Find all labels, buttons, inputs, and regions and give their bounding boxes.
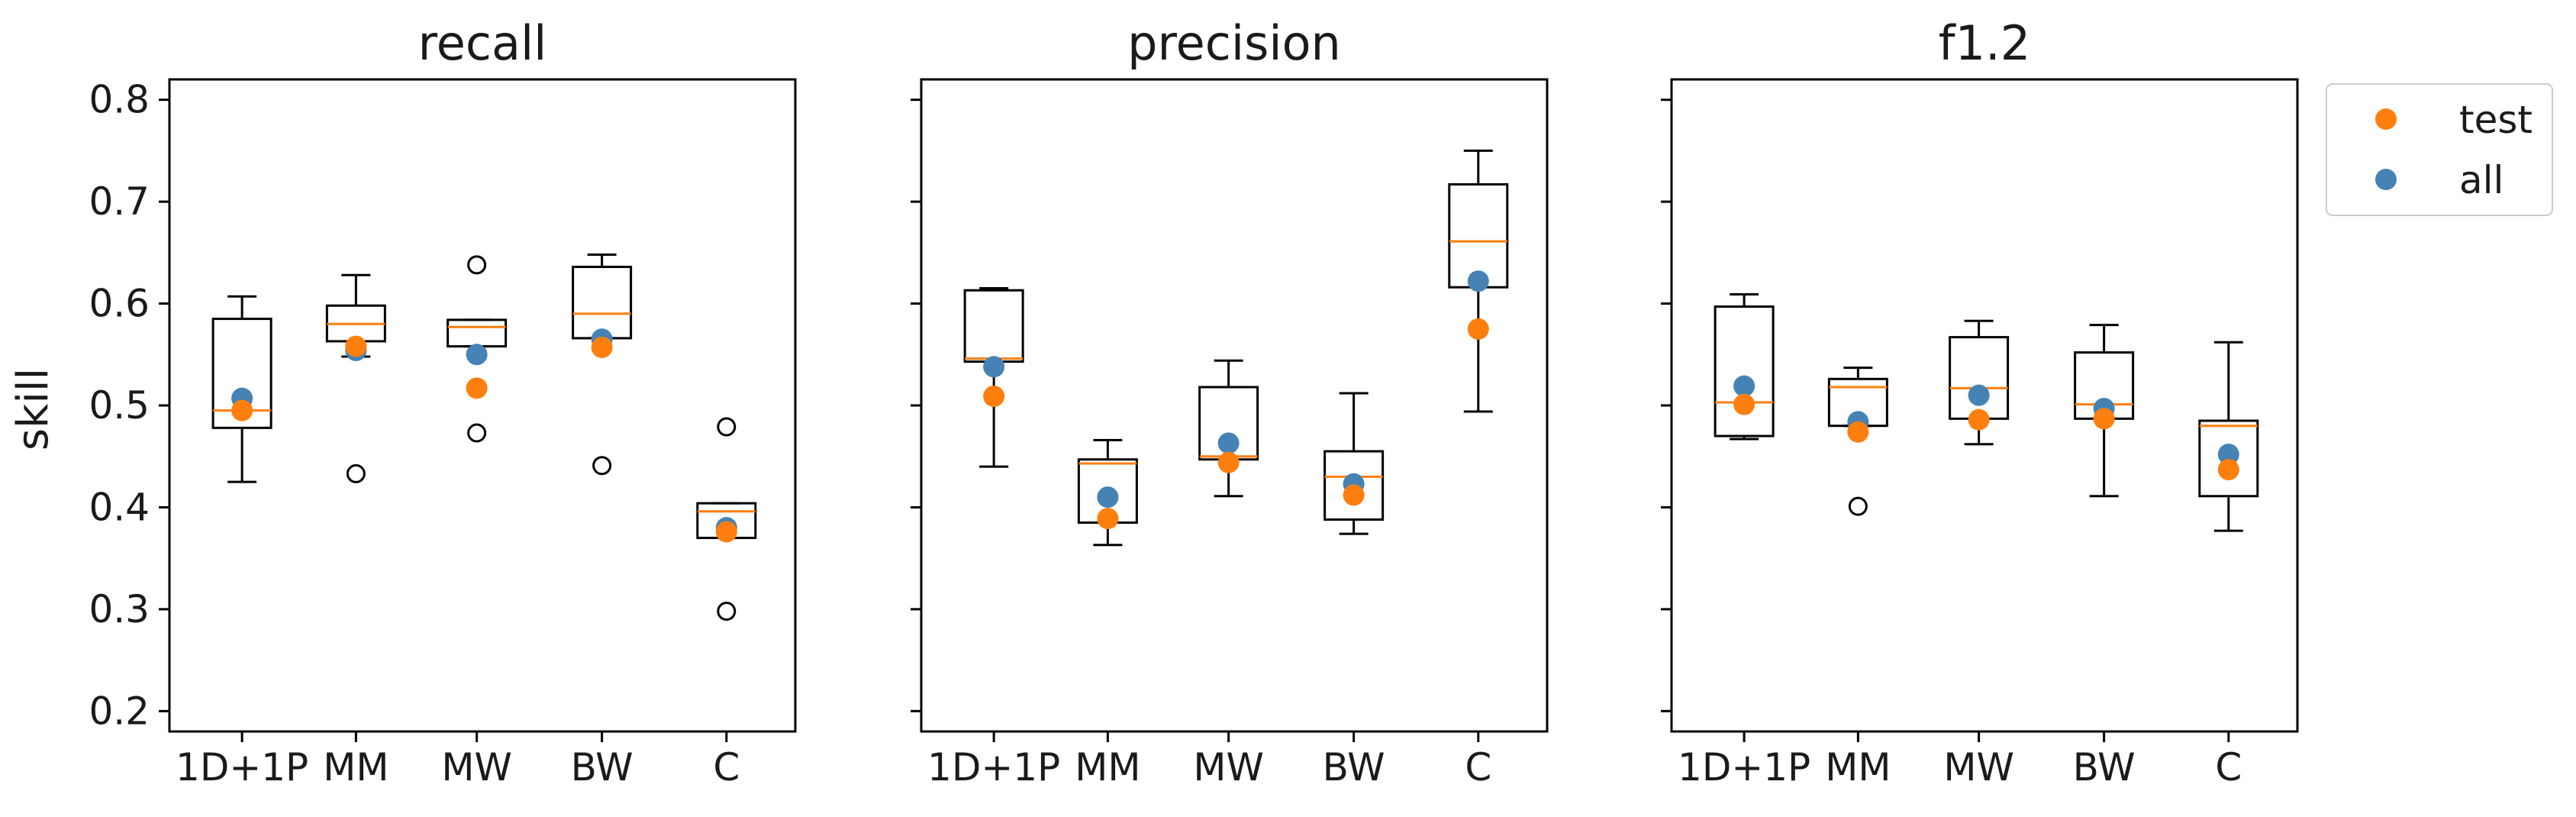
x-tick-label: MW xyxy=(441,745,512,790)
y-tick-label: 0.2 xyxy=(89,689,150,733)
box-iqr xyxy=(572,266,633,340)
box-iqr xyxy=(1949,336,2010,420)
x-tick-label: 1D+1P xyxy=(927,745,1060,790)
panel-title: f1.2 xyxy=(1939,15,2030,71)
test-point xyxy=(231,399,253,421)
x-tick-label: BW xyxy=(2073,745,2136,790)
outlier-point xyxy=(467,255,487,275)
y-tick-label: 0.3 xyxy=(89,587,150,631)
box-1D+1P xyxy=(1714,293,1775,441)
box-MW xyxy=(1198,359,1259,498)
legend: test all xyxy=(2326,83,2553,216)
box-C xyxy=(2198,341,2259,532)
y-tick-label: 0.6 xyxy=(89,282,150,326)
panel-recall: recall 0.8 0.7 0.6 0.5 0.4 0.3 0.2 1D+1P MM MW BW C xyxy=(89,15,797,790)
test-point xyxy=(2217,459,2239,481)
test-point xyxy=(1968,408,1990,431)
x-tick-label: MW xyxy=(1193,745,1264,790)
x-tick-label: MM xyxy=(323,745,388,790)
outlier-point xyxy=(717,602,737,622)
x-tick-label: C xyxy=(1465,745,1491,790)
box-1D+1P xyxy=(963,287,1024,468)
panel-precision: precision 1D+1P MM MW BW C xyxy=(911,15,1549,790)
box-MW xyxy=(447,255,508,443)
y-tick-label: 0.8 xyxy=(89,78,150,122)
test-point xyxy=(1847,421,1869,443)
box-MM xyxy=(1077,438,1138,547)
x-tick-label: BW xyxy=(571,745,634,790)
all-point xyxy=(1968,384,1990,406)
all-point xyxy=(1097,486,1119,509)
legend-all-label: all xyxy=(2459,158,2503,202)
outlier-point xyxy=(592,456,612,476)
test-point xyxy=(2093,408,2115,430)
y-axis-label: skill xyxy=(8,368,58,450)
box-iqr xyxy=(1714,305,1775,438)
all-point xyxy=(1217,432,1240,454)
all-point xyxy=(1467,270,1489,292)
panel-title: precision xyxy=(1127,15,1341,71)
axes-frame xyxy=(920,78,1549,733)
box-1D+1P xyxy=(211,295,272,483)
x-tick-label: MW xyxy=(1943,745,2014,790)
x-tick-label: C xyxy=(713,745,740,790)
box-MM xyxy=(325,273,386,483)
outlier-point xyxy=(1848,496,1868,516)
test-point xyxy=(345,335,367,357)
box-iqr xyxy=(2198,419,2259,498)
all-point xyxy=(2217,444,2239,466)
y-tick-label: 0.5 xyxy=(89,383,150,428)
test-point xyxy=(1217,451,1240,473)
test-point xyxy=(1467,318,1489,340)
box-iqr xyxy=(447,318,508,348)
panel-f1-2: f1.2 1D+1P MM MW BW C xyxy=(1661,15,2299,790)
test-point xyxy=(591,336,613,358)
test-point xyxy=(715,521,737,543)
x-tick-label: MM xyxy=(1075,745,1140,790)
x-tick-label: C xyxy=(2215,745,2242,790)
box-BW xyxy=(2074,324,2135,498)
box-BW xyxy=(572,253,633,476)
all-point xyxy=(983,356,1005,378)
box-MM xyxy=(1827,367,1888,516)
legend-test-label: test xyxy=(2459,98,2532,142)
legend-all-marker xyxy=(2375,169,2397,190)
y-tick-label: 0.4 xyxy=(89,485,150,529)
box-BW xyxy=(1323,392,1385,535)
axes-frame xyxy=(1670,78,2299,733)
outlier-point xyxy=(717,417,737,437)
y-tick-label: 0.7 xyxy=(89,179,150,224)
axes-frame xyxy=(168,78,797,733)
x-tick-label: MM xyxy=(1825,745,1891,790)
x-tick-label: 1D+1P xyxy=(1678,745,1810,790)
outlier-point xyxy=(467,423,487,443)
test-point xyxy=(983,385,1005,407)
x-tick-label: 1D+1P xyxy=(176,745,308,790)
box-C xyxy=(696,417,757,622)
all-point xyxy=(466,344,488,366)
box-MW xyxy=(1949,319,2010,446)
legend-test-marker xyxy=(2375,108,2397,130)
box-iqr xyxy=(963,289,1024,363)
box-iqr xyxy=(1323,450,1385,521)
outlier-point xyxy=(346,463,366,483)
test-point xyxy=(1733,393,1755,415)
test-point xyxy=(1097,508,1119,530)
box-iqr xyxy=(211,318,272,429)
x-tick-label: BW xyxy=(1323,745,1385,790)
all-point xyxy=(1733,375,1755,397)
box-C xyxy=(1448,149,1509,413)
chart-panels: recall 0.8 0.7 0.6 0.5 0.4 0.3 0.2 1D+1P MM MW BW Cp… xyxy=(89,15,2299,790)
test-point xyxy=(466,377,488,399)
panel-title: recall xyxy=(418,15,547,71)
test-point xyxy=(1343,484,1365,506)
